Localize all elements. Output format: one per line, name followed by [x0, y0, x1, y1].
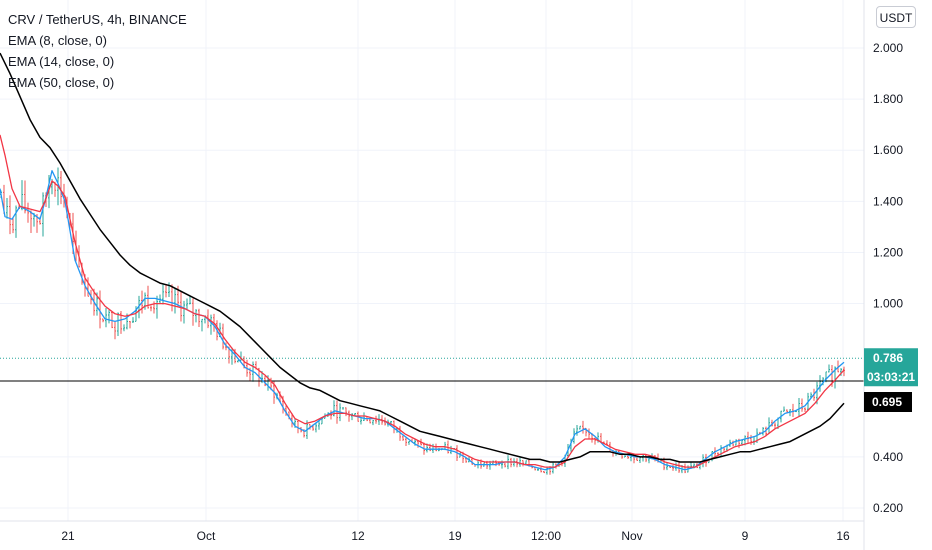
- ema-lines: [0, 52, 845, 471]
- chart-grid: [0, 0, 864, 521]
- time-axis: 21 Oct 12 19 12:00 Nov 9 16: [61, 529, 850, 543]
- y-tick-label: 0.400: [873, 450, 903, 464]
- ema8-line[interactable]: [0, 170, 845, 471]
- y-tick-label: 0.200: [873, 501, 903, 515]
- last-price-tag: [864, 348, 918, 387]
- x-tick-label: Oct: [197, 529, 216, 543]
- y-tick-label: 1.000: [873, 297, 903, 311]
- candlestick-series: [0, 167, 845, 475]
- x-tick-label: 12: [351, 529, 365, 543]
- y-tick-label: 1.400: [873, 194, 903, 208]
- currency-button[interactable]: USDT: [876, 6, 916, 28]
- ema14-legend[interactable]: EMA (14, close, 0): [8, 54, 115, 69]
- price-axis-tags: 0.786 03:03:21 0.695: [864, 348, 918, 412]
- y-tick-label: 2.000: [873, 41, 903, 55]
- y-tick-label: 1.600: [873, 143, 903, 157]
- last-price-label: 0.786: [873, 351, 903, 365]
- ema14-line[interactable]: [0, 134, 845, 468]
- ema8-legend[interactable]: EMA (8, close, 0): [8, 33, 107, 48]
- symbol-title[interactable]: CRV / TetherUS, 4h, BINANCE: [8, 12, 187, 27]
- x-tick-label: 21: [61, 529, 75, 543]
- line-price-tag: [864, 392, 912, 412]
- price-axis: 2.000 1.800 1.600 1.400 1.200 1.000 0.400 0.200: [873, 41, 903, 515]
- ema50-line[interactable]: [0, 52, 845, 463]
- chart-legend: CRV / TetherUS, 4h, BINANCE EMA (8, clos…: [8, 9, 187, 93]
- x-tick-label: 12:00: [531, 529, 561, 543]
- line-price-label: 0.695: [872, 395, 902, 409]
- x-tick-label: 16: [836, 529, 850, 543]
- bar-countdown-label: 03:03:21: [867, 370, 915, 384]
- y-tick-label: 1.200: [873, 245, 903, 259]
- x-tick-label: 19: [448, 529, 462, 543]
- y-tick-label: 1.800: [873, 92, 903, 106]
- x-tick-label: Nov: [621, 529, 642, 543]
- ema50-legend[interactable]: EMA (50, close, 0): [8, 75, 115, 90]
- x-tick-label: 9: [742, 529, 749, 543]
